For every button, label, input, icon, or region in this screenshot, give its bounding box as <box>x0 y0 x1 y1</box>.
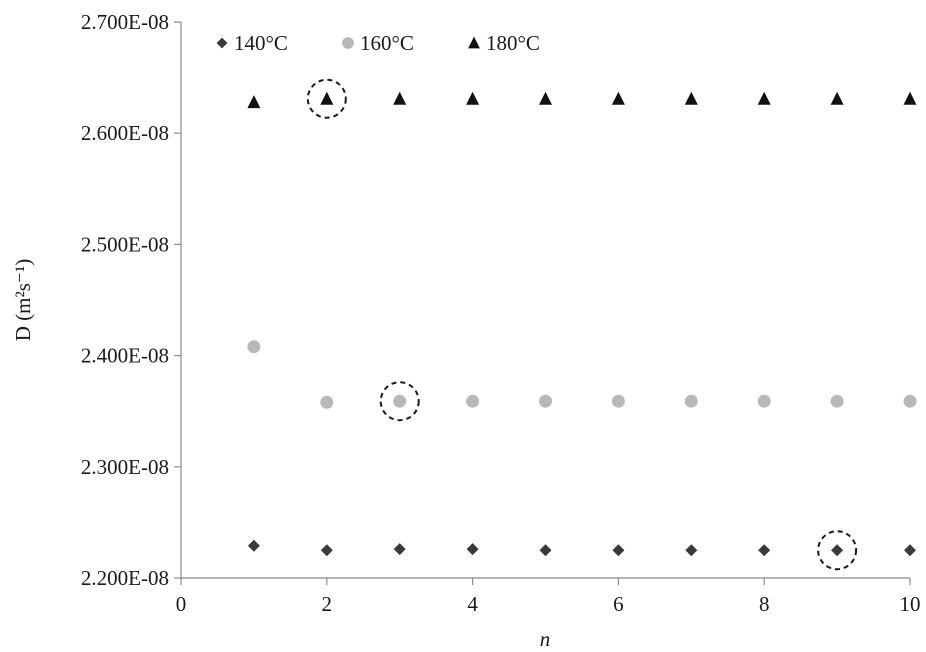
axes <box>180 22 910 579</box>
y-tick-label: 2.700E-08 <box>81 10 169 34</box>
data-point <box>903 91 917 105</box>
data-point <box>757 91 771 105</box>
y-tick-label: 2.300E-08 <box>81 455 169 479</box>
data-point <box>320 395 334 409</box>
legend-marker <box>342 37 354 49</box>
y-axis-label: D (m²s⁻¹) <box>11 259 35 342</box>
highlight-rings <box>306 78 858 571</box>
data-point <box>539 544 552 557</box>
data-point <box>612 544 625 557</box>
y-axis-ticks: 2.200E-08 2.300E-08 2.400E-08 2.500E-08 2.60… <box>81 10 181 590</box>
legend-label: 140°C <box>234 31 288 55</box>
data-point <box>393 394 407 408</box>
legend-marker <box>216 37 228 49</box>
data-point <box>830 394 844 408</box>
data-point <box>247 539 260 552</box>
data-point <box>539 394 552 408</box>
highlight-ring <box>817 530 858 571</box>
legend-marker <box>468 36 480 49</box>
x-tick-label: 0 <box>176 592 187 616</box>
data-point <box>247 340 261 354</box>
data-point <box>904 544 916 557</box>
data-point <box>393 91 407 105</box>
data-point <box>903 394 917 408</box>
legend-label: 160°C <box>360 31 414 55</box>
y-tick-label: 2.200E-08 <box>81 566 169 590</box>
data-point <box>684 91 698 105</box>
legend: 140°C 160°C 180°C <box>216 31 540 55</box>
data-point <box>758 544 771 557</box>
data-point <box>830 91 844 105</box>
data-point <box>320 91 334 105</box>
y-tick-label: 2.500E-08 <box>81 232 169 256</box>
data-point <box>757 394 771 408</box>
data-point <box>466 543 479 556</box>
data-points <box>247 91 917 557</box>
data-point <box>539 91 552 105</box>
data-point <box>685 544 698 557</box>
data-point <box>466 91 480 105</box>
data-point <box>684 394 698 408</box>
x-tick-label: 2 <box>322 592 333 616</box>
data-point <box>611 91 625 105</box>
legend-label: 180°C <box>486 31 540 55</box>
data-point <box>393 543 406 556</box>
data-point <box>247 95 261 109</box>
x-tick-label: 8 <box>759 592 770 616</box>
y-tick-label: 2.400E-08 <box>81 344 169 368</box>
highlight-ring <box>379 381 420 422</box>
x-tick-label: 10 <box>900 592 921 616</box>
x-tick-label: 4 <box>467 592 478 616</box>
highlight-ring <box>306 78 347 119</box>
data-point <box>611 394 625 408</box>
data-point <box>831 544 844 557</box>
data-point <box>320 544 333 557</box>
x-tick-label: 6 <box>613 592 624 616</box>
x-axis-ticks: 0 2 4 6 8 10 <box>176 578 921 616</box>
x-axis-label: n <box>540 627 551 651</box>
y-tick-label: 2.600E-08 <box>81 121 169 145</box>
data-point <box>466 394 480 408</box>
